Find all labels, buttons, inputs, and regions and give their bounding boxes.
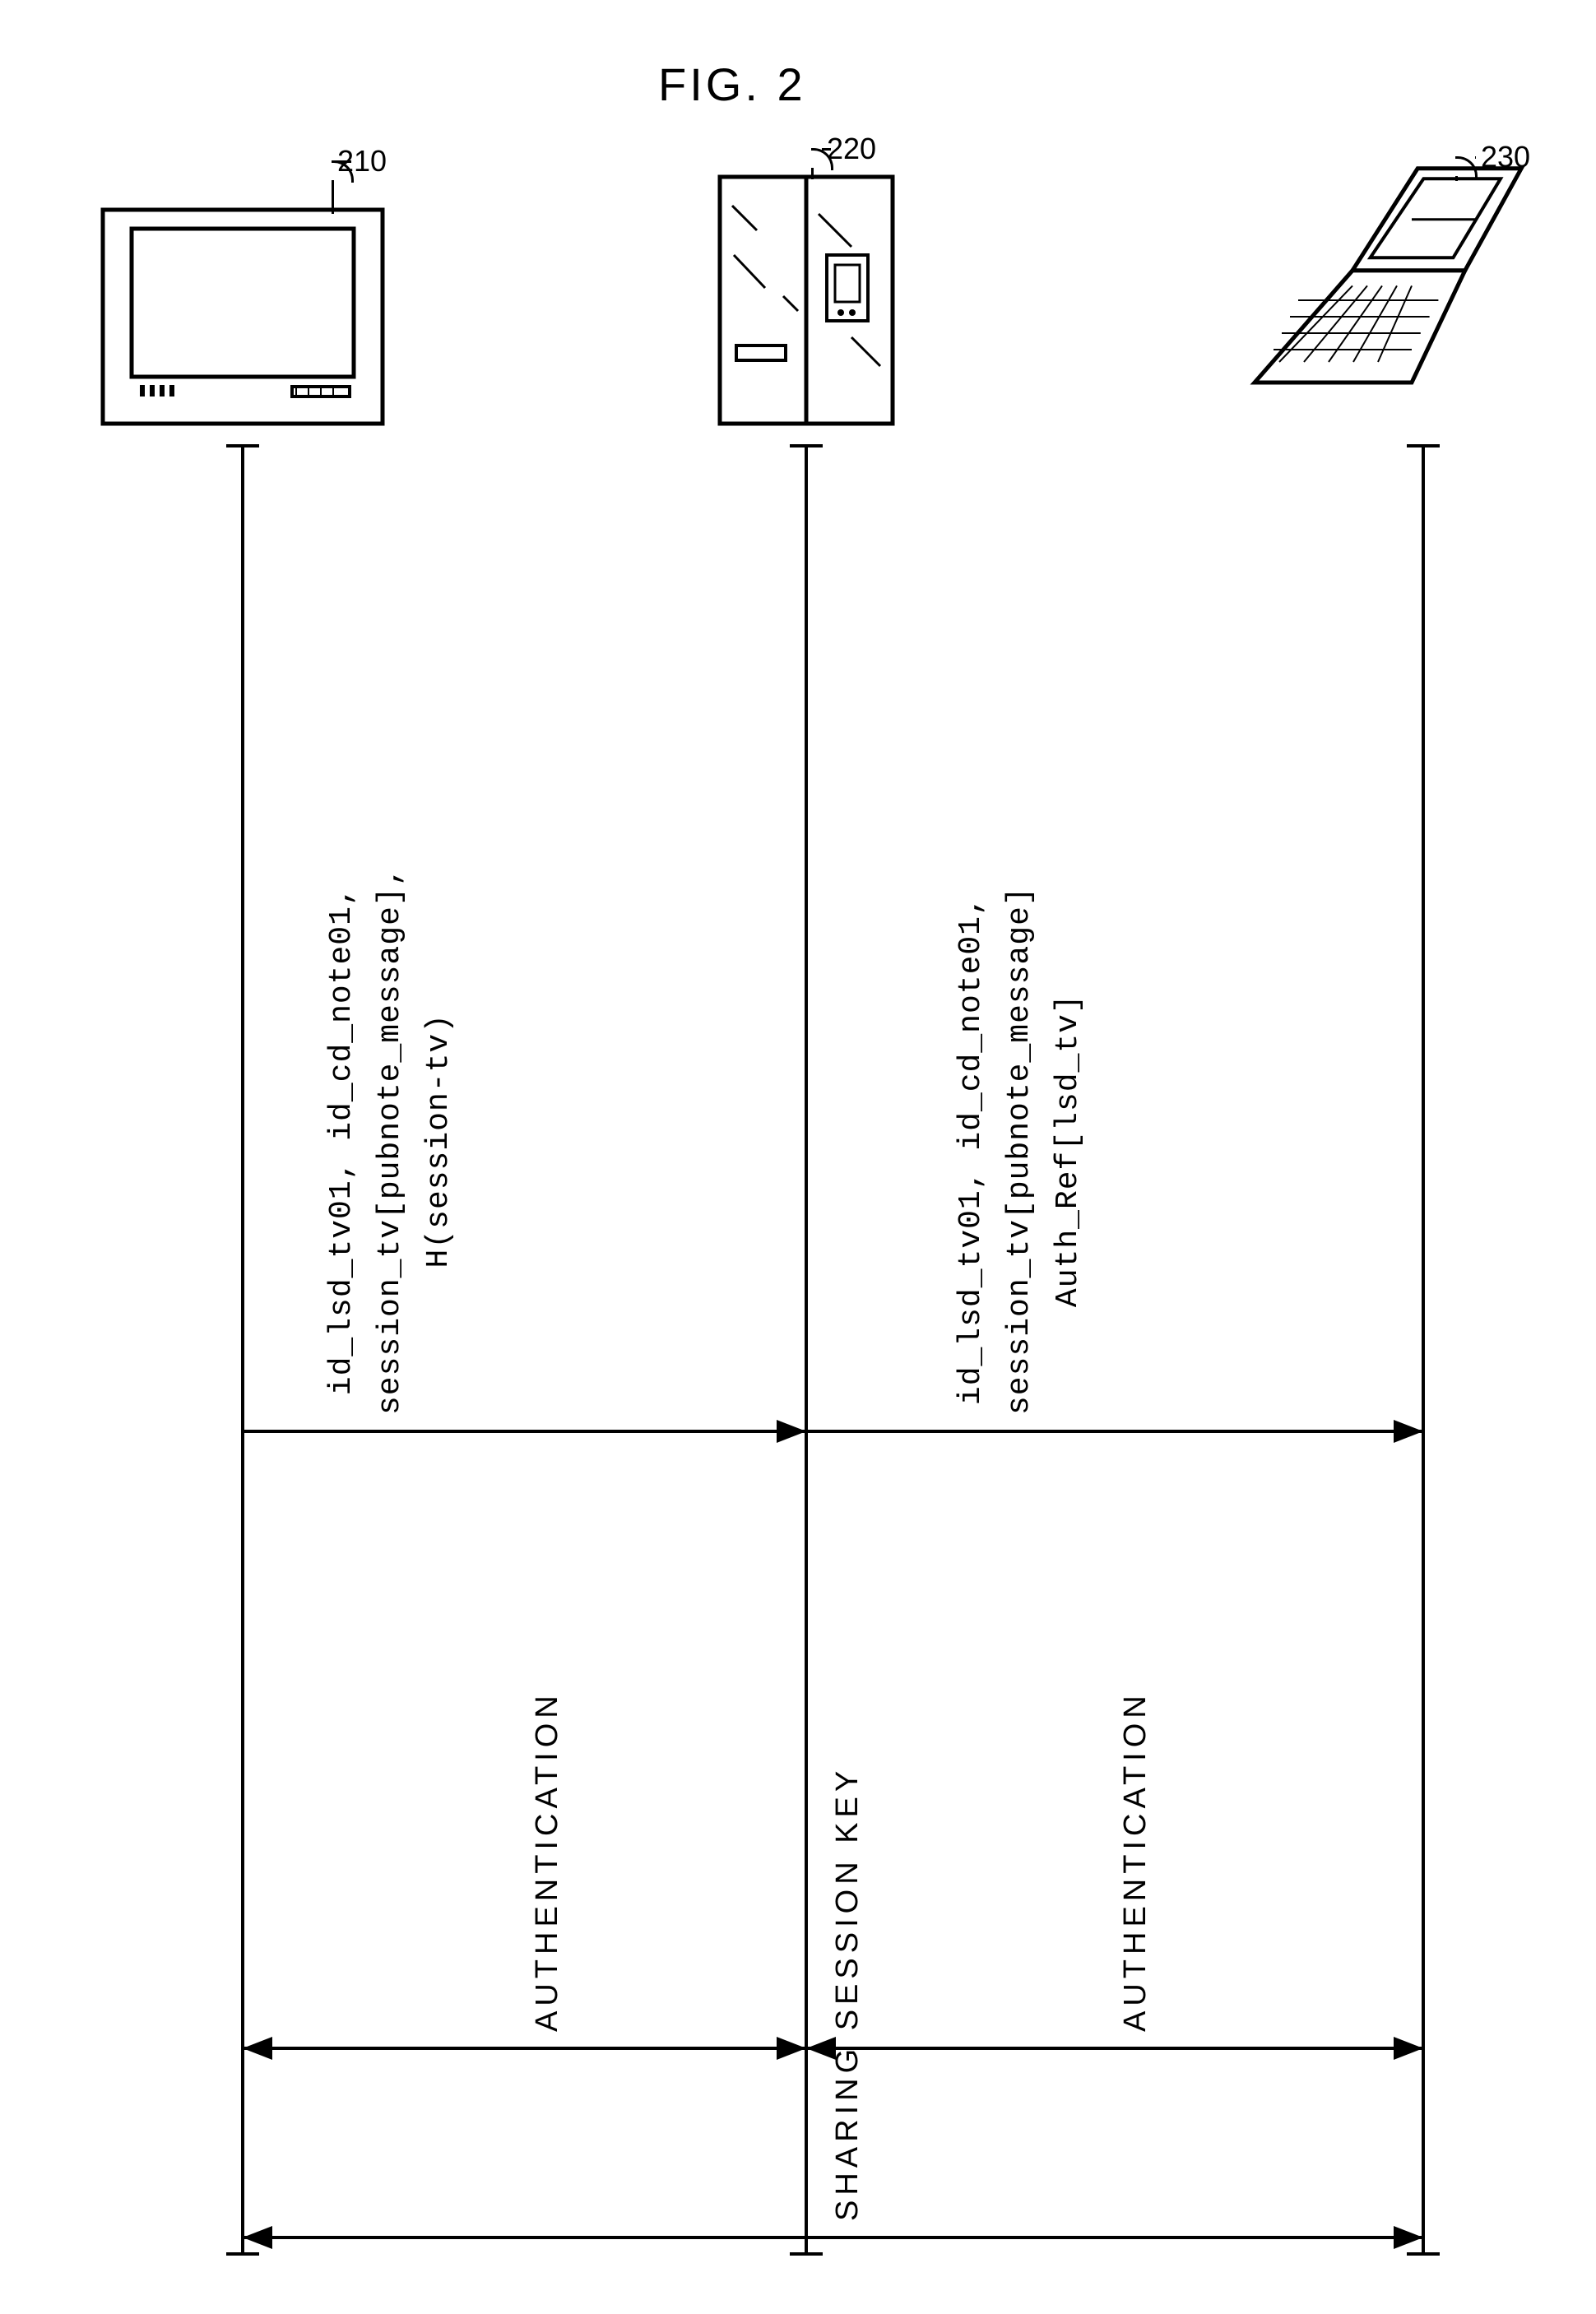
refrigerator-device-icon: [716, 173, 897, 428]
msg-text-tv-to-fridge: id_lsd_tv01, id_cd_note01, session_tv[pu…: [318, 866, 464, 1415]
auth-arrow-right: [806, 2047, 1423, 2050]
lifeline: [805, 444, 808, 2254]
share-label: SHARING SESSION KEY: [824, 1766, 872, 2221]
laptop-label: 230: [1481, 140, 1530, 174]
lifeline: [1422, 444, 1425, 2254]
tv-device-icon: [99, 206, 387, 428]
lifeline: [241, 444, 244, 2254]
share-arrow: [243, 2236, 1423, 2239]
auth-label-right: AUTHENTICATION: [1111, 1690, 1160, 2032]
figure-title: FIG. 2: [658, 58, 806, 111]
fridge-label: 220: [827, 132, 876, 166]
auth-label-left: AUTHENTICATION: [523, 1690, 572, 2032]
msg-arrow-fridge-to-laptop: [806, 1430, 1423, 1433]
laptop-device-icon: [1234, 148, 1530, 403]
msg-arrow-tv-to-fridge: [243, 1430, 806, 1433]
msg-text-fridge-to-laptop: id_lsd_tv01, id_cd_note01, session_tv[pu…: [948, 886, 1093, 1415]
auth-arrow-left: [243, 2047, 806, 2050]
